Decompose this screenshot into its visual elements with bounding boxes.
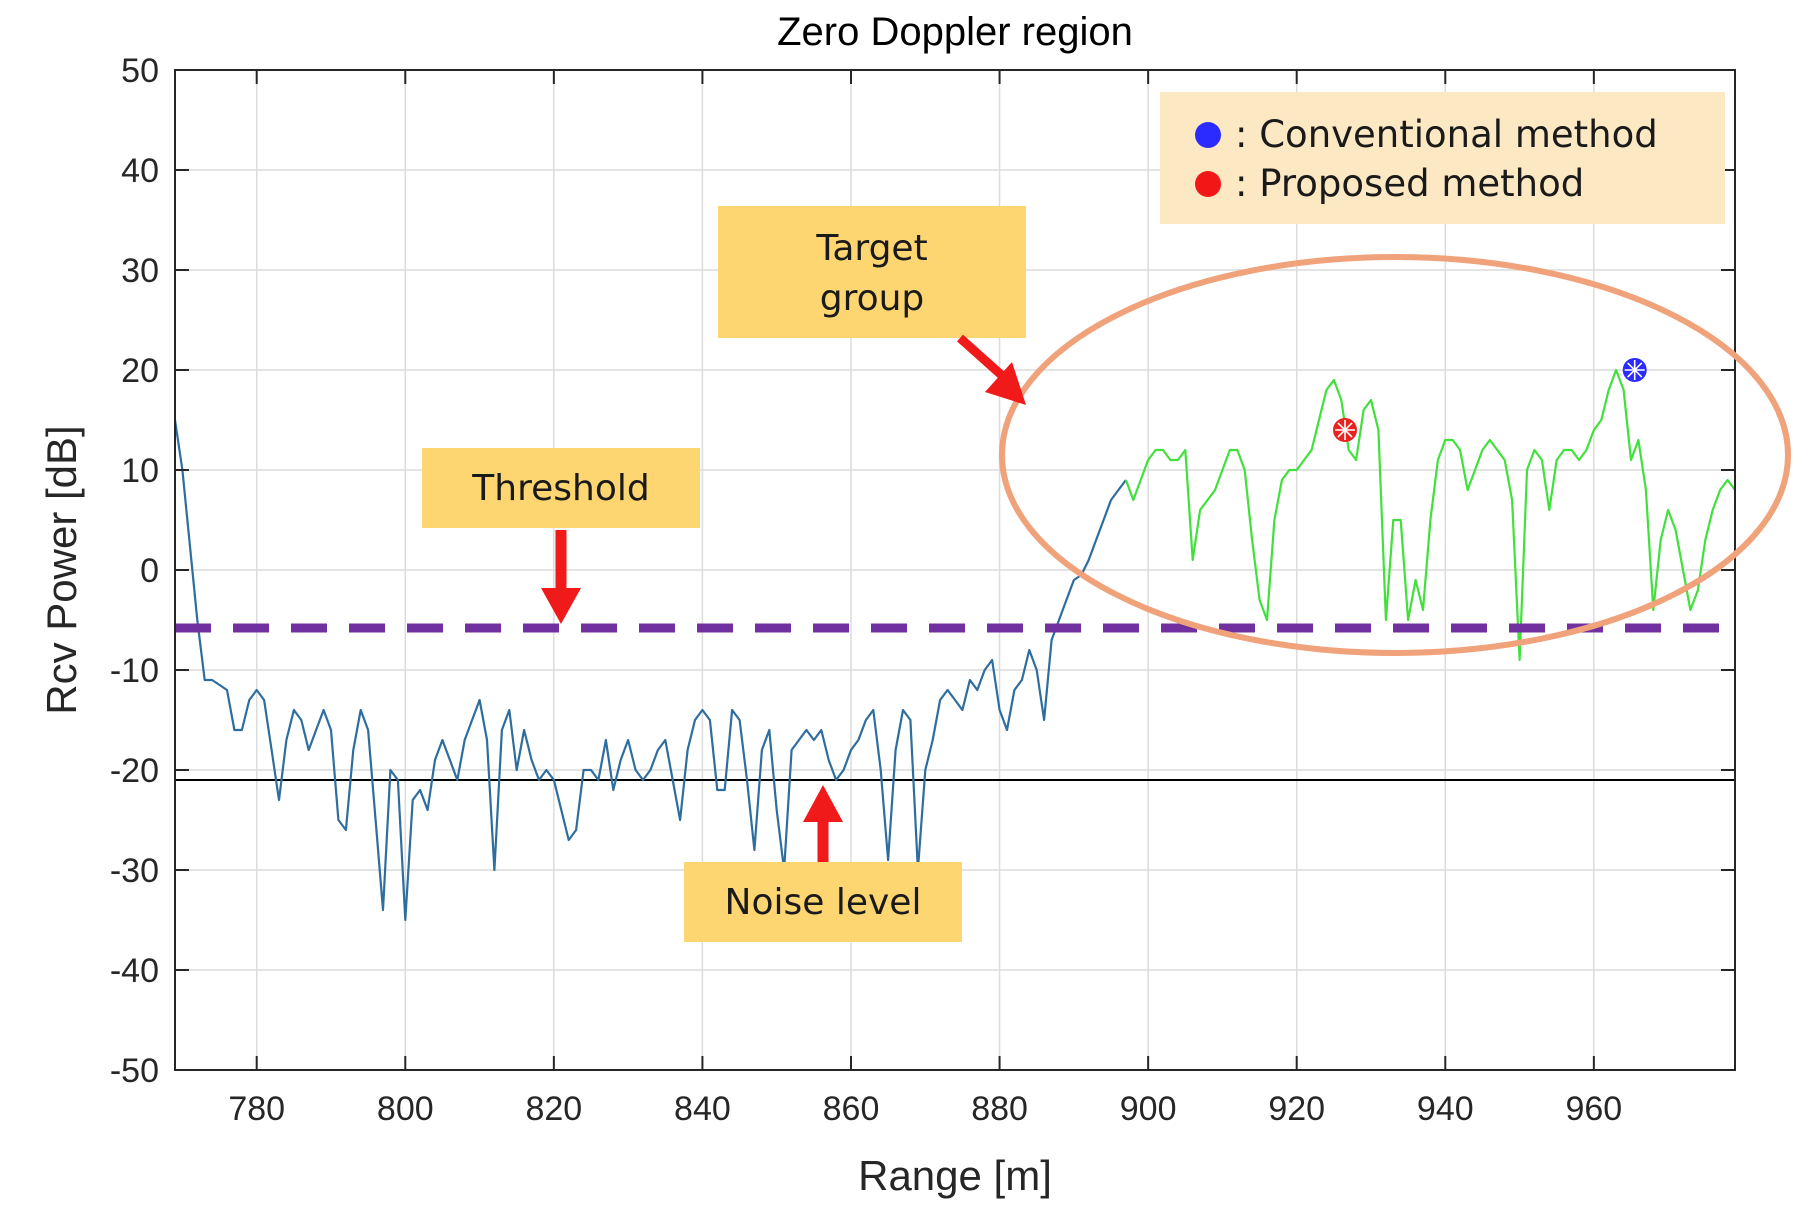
y-tick-label: 10 — [121, 452, 159, 490]
x-tick-label: 800 — [377, 1090, 434, 1128]
y-tick-label: -30 — [110, 852, 159, 890]
target-group-arrow — [957, 334, 1026, 405]
target-group-label-line2: group — [820, 278, 925, 319]
series-line-target-group — [1124, 368, 1736, 662]
noise-level-label: Noise level — [725, 882, 922, 923]
series-line-noise — [173, 419, 1127, 922]
marker-star-stroke — [1337, 422, 1353, 438]
legend-conventional-label: : Conventional method — [1235, 113, 1658, 156]
x-tick-label: 940 — [1417, 1090, 1474, 1128]
threshold-label: Threshold — [471, 468, 649, 509]
y-tick-label: 50 — [121, 52, 159, 90]
y-tick-label: -40 — [110, 952, 159, 990]
conventional-method-marker — [1622, 358, 1647, 382]
y-tick-label: 20 — [121, 352, 159, 390]
target-group-annotation: Target group — [718, 206, 1026, 405]
x-tick-label: 780 — [228, 1090, 285, 1128]
y-axis-title: Rcv Power [dB] — [38, 425, 85, 714]
noise-level-arrow — [803, 785, 843, 862]
y-tick-label: -50 — [110, 1052, 159, 1090]
x-tick-label: 960 — [1565, 1090, 1622, 1128]
threshold-annotation: Threshold — [422, 448, 700, 624]
noise-level-box — [684, 862, 962, 942]
x-tick-label: 880 — [971, 1090, 1028, 1128]
y-tick-label: 30 — [121, 252, 159, 290]
x-tick-label: 820 — [525, 1090, 582, 1128]
threshold-arrow — [541, 530, 581, 624]
tick-layer: 780 800 820 840 860 880 900 920 940 960 50 40 30 20 10… — [110, 52, 1735, 1128]
target-group-ellipse — [999, 254, 1791, 656]
y-tick-label: 40 — [121, 152, 159, 190]
x-tick-label: 840 — [674, 1090, 731, 1128]
legend: : Conventional method : Proposed method — [1160, 92, 1725, 224]
x-axis-title: Range [m] — [858, 1152, 1052, 1199]
legend-proposed-dot — [1195, 171, 1221, 197]
target-group-box — [718, 206, 1026, 338]
marker-layer — [1333, 358, 1647, 442]
chart-title: Zero Doppler region — [777, 10, 1133, 54]
legend-proposed-label: : Proposed method — [1235, 162, 1584, 205]
legend-conventional-dot — [1195, 122, 1221, 148]
y-tick-label: -20 — [110, 752, 159, 790]
threshold-box — [422, 448, 700, 528]
noise-level-annotation: Noise level — [684, 785, 962, 942]
target-group-label-line1: Target — [815, 228, 927, 269]
x-tick-label: 860 — [823, 1090, 880, 1128]
y-tick-label: 0 — [140, 552, 159, 590]
x-tick-label: 900 — [1120, 1090, 1177, 1128]
y-tick-label: -10 — [110, 652, 159, 690]
proposed-method-marker — [1333, 418, 1357, 442]
x-tick-label: 920 — [1268, 1090, 1325, 1128]
marker-star-stroke — [1627, 362, 1643, 378]
series-layer — [173, 368, 1736, 922]
legend-box — [1160, 92, 1725, 224]
